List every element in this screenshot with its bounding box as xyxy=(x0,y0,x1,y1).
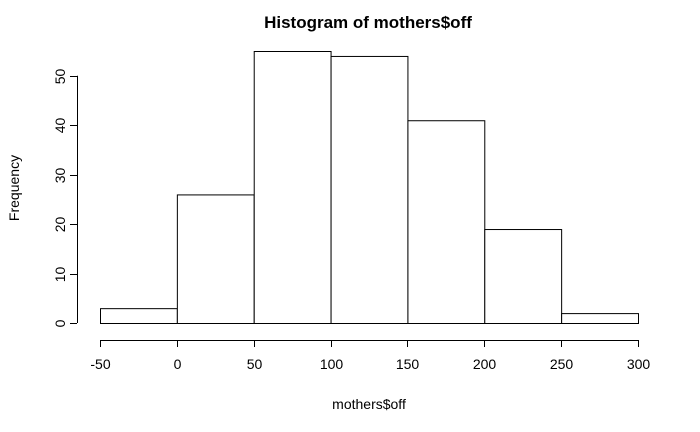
x-tick-label: 150 xyxy=(396,356,420,372)
x-tick-label: 250 xyxy=(550,356,574,372)
chart-title: Histogram of mothers$off xyxy=(264,13,472,32)
histogram-bar xyxy=(176,194,255,324)
y-axis: 0 10 20 30 40 50 xyxy=(52,69,78,327)
x-tick-label: 100 xyxy=(320,356,344,372)
histogram-bar xyxy=(407,120,486,325)
y-tick-label: 20 xyxy=(52,217,68,233)
x-tick-label: 50 xyxy=(247,356,263,372)
y-tick-label: 50 xyxy=(52,69,68,85)
x-tick-label: 200 xyxy=(473,356,497,372)
histogram-bars xyxy=(100,51,640,325)
histogram-bar xyxy=(100,308,178,324)
x-tick-label: -50 xyxy=(90,356,110,372)
x-axis-label: mothers$off xyxy=(332,396,406,412)
histogram-bar xyxy=(484,229,563,324)
y-tick-label: 30 xyxy=(52,168,68,184)
x-axis: -50 0 50 100 150 200 250 300 xyxy=(90,340,650,372)
y-tick-label: 0 xyxy=(52,319,68,327)
x-tick-label: 300 xyxy=(627,356,651,372)
y-tick-label: 40 xyxy=(52,118,68,134)
histogram-bar xyxy=(561,313,640,325)
histogram-bar xyxy=(330,55,409,324)
y-tick-label: 10 xyxy=(52,267,68,283)
x-tick-label: 0 xyxy=(174,356,182,372)
histogram-bar xyxy=(253,51,332,324)
y-axis-label: Frequency xyxy=(6,155,22,221)
